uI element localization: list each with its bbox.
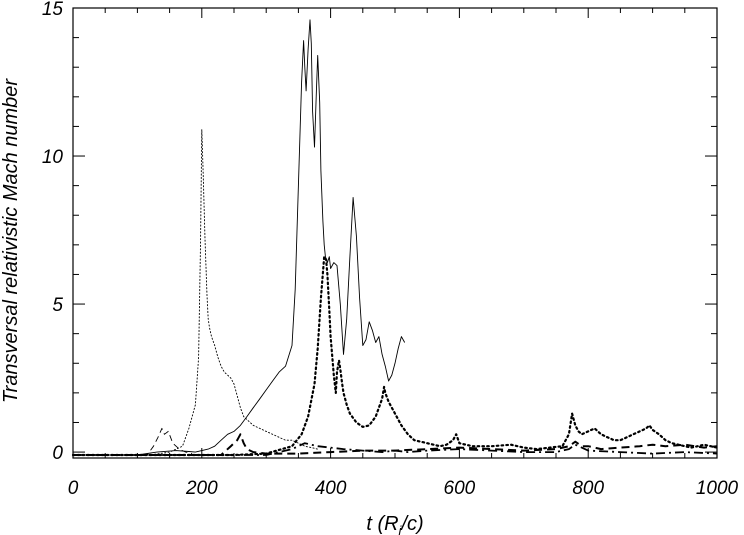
plot-frame (72, 7, 718, 459)
tick-layer: 0 200 400 600 800 1000 0 5 10 15 (42, 0, 739, 499)
x-axis-label-suffix: /c) (399, 513, 423, 535)
x-tick-label: 200 (185, 478, 218, 499)
x-tick-label: 600 (444, 478, 476, 499)
series-line-3 (71, 255, 719, 457)
series-line-6 (73, 442, 718, 456)
y-tick-label: 0 (52, 443, 63, 464)
x-tick-label: 1000 (696, 478, 739, 499)
y-tick-label: 10 (42, 147, 64, 168)
y-axis-label: Transversal relativistic Mach number (0, 78, 22, 404)
y-tick-label: 15 (42, 0, 64, 20)
series-line-5 (73, 433, 718, 456)
series-layer (71, 19, 719, 457)
x-axis-label-sub: j (397, 523, 403, 535)
series-line-2 (72, 128, 319, 456)
x-tick-label: 0 (68, 478, 79, 499)
y-tick-label: 5 (52, 295, 63, 316)
x-tick-label: 400 (315, 478, 347, 499)
series-line-4 (73, 427, 193, 456)
x-axis-label-prefix: t (R (366, 513, 398, 535)
x-tick-label: 800 (572, 478, 604, 499)
x-axis-label: t (Rj/c) (366, 513, 423, 535)
series-line-1 (73, 19, 406, 456)
